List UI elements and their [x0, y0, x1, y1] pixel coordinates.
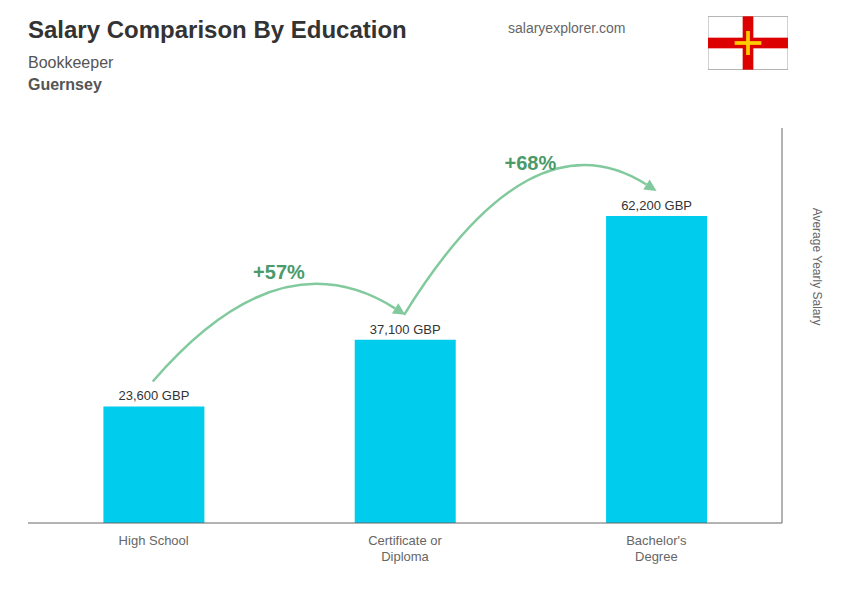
html-text:salaryexplorer.com: salaryexplorer.com	[508, 20, 626, 36]
svg-text:62,200 GBP: 62,200 GBP	[621, 198, 692, 213]
svg-text:Certificate orDiploma: Certificate orDiploma	[368, 533, 442, 564]
svg-text:37,100 GBP: 37,100 GBP	[370, 322, 441, 337]
html-text:Bookkeeper: Bookkeeper	[28, 54, 114, 71]
svg-text:Average Yearly Salary: Average Yearly Salary	[810, 208, 824, 326]
svg-text:High School: High School	[119, 533, 189, 548]
svg-text:+68%: +68%	[504, 152, 556, 174]
svg-text:+57%: +57%	[253, 261, 305, 283]
html-text:Guernsey: Guernsey	[28, 76, 102, 93]
html-text:Salary Comparison By Education: Salary Comparison By Education	[28, 16, 407, 43]
svg-text:Bachelor'sDegree: Bachelor'sDegree	[626, 533, 687, 564]
svg-text:23,600 GBP: 23,600 GBP	[118, 388, 189, 403]
